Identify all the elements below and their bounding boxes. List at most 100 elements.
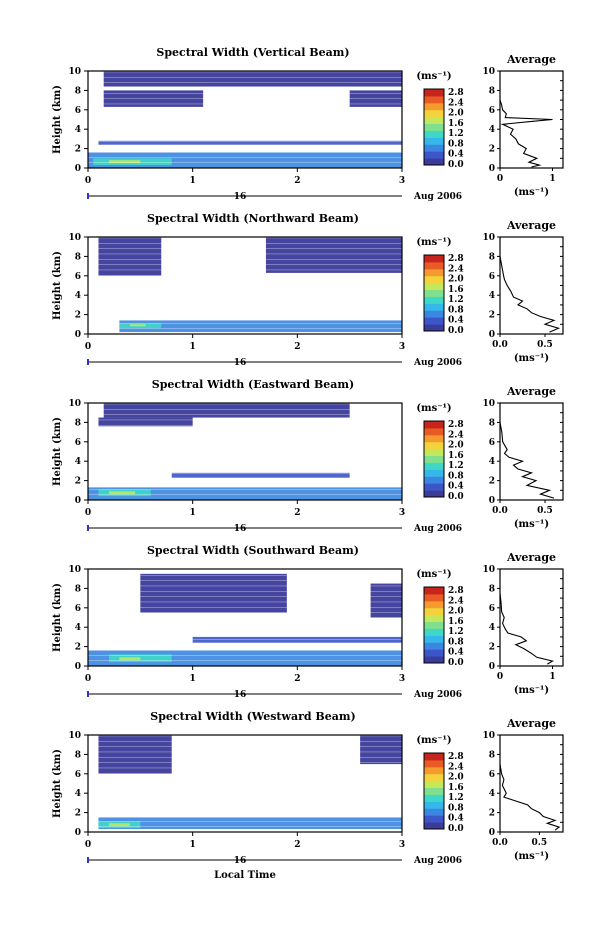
colorbar-segment xyxy=(424,808,444,816)
colorbar-segment xyxy=(424,130,444,138)
x-tick-label: 3 xyxy=(399,508,405,518)
avg-y-tick-label: 6 xyxy=(489,272,495,282)
colorbar-segment xyxy=(424,490,444,498)
y-tick-label: 2 xyxy=(75,809,81,819)
avg-y-tick-label: 10 xyxy=(482,67,495,77)
spectral-width-patch xyxy=(108,823,130,827)
colorbar-tick-label: 1.6 xyxy=(448,451,464,461)
avg-x-axis-label: (ms⁻¹) xyxy=(514,187,549,198)
date-label: 16 xyxy=(234,690,247,700)
x-tick-label: 1 xyxy=(190,342,196,352)
x-tick-label: 3 xyxy=(399,176,405,186)
avg-y-tick-label: 10 xyxy=(482,731,495,741)
colorbar-segment xyxy=(424,158,444,166)
y-tick-label: 0 xyxy=(75,496,81,506)
avg-y-tick-label: 4 xyxy=(489,125,495,135)
avg-y-tick-label: 8 xyxy=(489,418,495,428)
colorbar-segment xyxy=(424,628,444,636)
colorbar-frame xyxy=(423,420,445,498)
colorbar-segment xyxy=(424,649,444,657)
date-month-year: Aug 2006 xyxy=(413,524,462,534)
spectral-width-patch xyxy=(108,654,172,663)
avg-x-axis-label: (ms⁻¹) xyxy=(514,519,549,530)
y-axis-label: Height (km) xyxy=(52,749,63,818)
colorbar-unit: (ms⁻¹) xyxy=(416,403,451,414)
colorbar-segment xyxy=(424,289,444,297)
date-label: 16 xyxy=(234,192,247,202)
avg-y-tick-label: 8 xyxy=(489,86,495,96)
colorbar-tick-label: 2.0 xyxy=(448,607,464,617)
y-tick-label: 8 xyxy=(75,418,81,428)
average-profile-line xyxy=(499,593,554,665)
y-tick-label: 10 xyxy=(68,399,81,409)
y-tick-label: 8 xyxy=(75,584,81,594)
x-tick-label: 0 xyxy=(85,342,91,352)
colorbar-segment xyxy=(424,462,444,470)
colorbar-segment xyxy=(424,144,444,152)
spectral-width-patch xyxy=(108,491,136,495)
x-tick-label: 3 xyxy=(399,840,405,850)
colorbar-tick-label: 0.8 xyxy=(448,471,464,481)
colorbar-tick-label: 2.0 xyxy=(448,441,464,451)
colorbar-tick-label: 0.8 xyxy=(448,305,464,315)
y-tick-label: 4 xyxy=(75,623,81,633)
avg-y-tick-label: 2 xyxy=(489,809,495,819)
y-tick-label: 4 xyxy=(75,125,81,135)
avg-x-axis-label: (ms⁻¹) xyxy=(514,685,549,696)
spectral-width-patch xyxy=(103,403,350,418)
average-frame xyxy=(499,568,564,667)
spectral-width-patch xyxy=(103,71,402,87)
spectral-width-patch xyxy=(119,320,403,333)
average-title: Average xyxy=(506,219,556,232)
avg-y-tick-label: 4 xyxy=(489,623,495,633)
avg-y-tick-label: 10 xyxy=(482,399,495,409)
panel-4: Spectral Width (Westward Beam)0246810Hei… xyxy=(52,710,564,881)
average-profile-line xyxy=(499,422,555,499)
colorbar-segment xyxy=(424,137,444,145)
avg-y-tick-label: 4 xyxy=(489,789,495,799)
colorbar-segment xyxy=(424,593,444,602)
colorbar-segment xyxy=(424,268,444,277)
colorbar-unit: (ms⁻¹) xyxy=(416,71,451,82)
colorbar-tick-label: 2.0 xyxy=(448,275,464,285)
colorbar-segment xyxy=(424,317,444,325)
colorbar-unit: (ms⁻¹) xyxy=(416,237,451,248)
y-tick-label: 6 xyxy=(75,770,81,780)
avg-y-tick-label: 8 xyxy=(489,252,495,262)
x-tick-label: 3 xyxy=(399,342,405,352)
y-tick-label: 4 xyxy=(75,789,81,799)
avg-x-tick-label: 0 xyxy=(497,672,503,682)
colorbar-tick-label: 0.0 xyxy=(448,658,464,668)
colorbar-segment xyxy=(424,469,444,477)
y-axis-label: Height (km) xyxy=(52,417,63,486)
colorbar-unit: (ms⁻¹) xyxy=(416,735,451,746)
colorbar-segment xyxy=(424,303,444,311)
colorbar-segment xyxy=(424,427,444,436)
average-title: Average xyxy=(506,53,556,66)
spectral-width-patch xyxy=(98,417,193,427)
avg-y-tick-label: 6 xyxy=(489,770,495,780)
average-frame xyxy=(499,70,564,169)
colorbar-segment xyxy=(424,310,444,318)
x-tick-label: 0 xyxy=(85,674,91,684)
y-tick-label: 4 xyxy=(75,291,81,301)
colorbar-segment xyxy=(424,780,444,789)
x-axis-label: Local Time xyxy=(214,870,276,881)
avg-y-tick-label: 8 xyxy=(489,750,495,760)
date-label: 16 xyxy=(234,358,247,368)
y-tick-label: 8 xyxy=(75,252,81,262)
colorbar-segment xyxy=(424,787,444,795)
colorbar-segment xyxy=(424,822,444,830)
colorbar-tick-label: 2.4 xyxy=(448,264,464,274)
colorbar-tick-label: 2.4 xyxy=(448,98,464,108)
avg-x-tick-label: 0.0 xyxy=(492,340,508,350)
colorbar-segment xyxy=(424,151,444,159)
colorbar-segment xyxy=(424,614,444,623)
avg-x-tick-label: 1 xyxy=(549,174,555,184)
colorbar-segment xyxy=(424,434,444,443)
y-tick-label: 8 xyxy=(75,86,81,96)
spectral-width-patch xyxy=(119,657,141,661)
panel-2: Spectral Width (Eastward Beam)0246810Hei… xyxy=(52,378,564,534)
colorbar-segment xyxy=(424,421,444,429)
date-month-year: Aug 2006 xyxy=(413,856,462,866)
